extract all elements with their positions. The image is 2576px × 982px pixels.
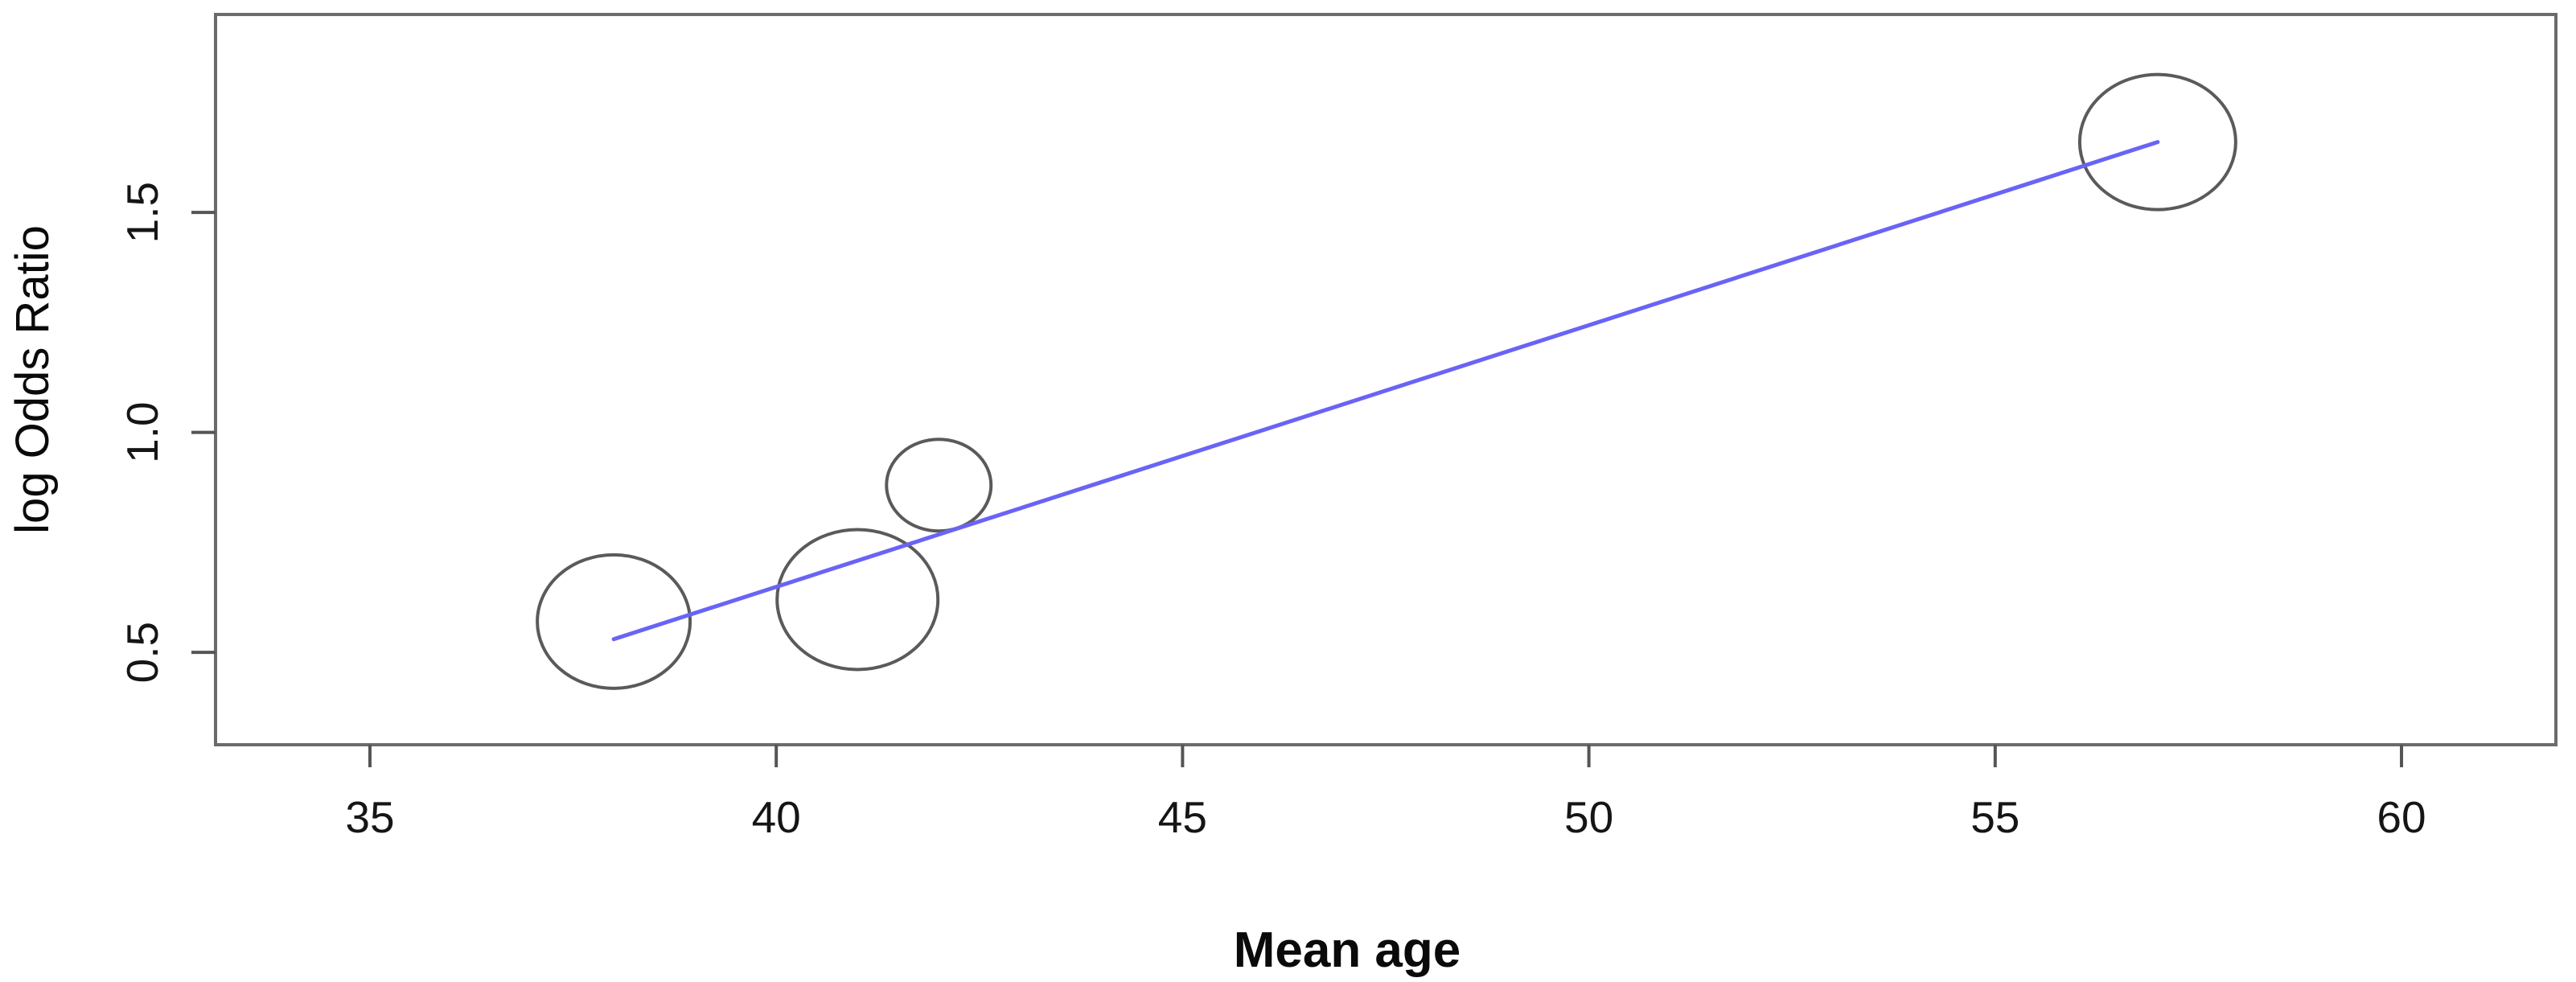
x-tick-label: 40 xyxy=(752,792,801,842)
y-axis-ticks: 0.5 1.0 1.5 xyxy=(117,182,216,683)
plot-area-border xyxy=(214,13,2558,746)
x-tick-label: 50 xyxy=(1564,792,1613,842)
x-tick-label: 60 xyxy=(2377,792,2426,842)
y-axis-title: log Odds Ratio xyxy=(6,225,59,534)
x-axis-ticks: 35 40 45 50 55 60 xyxy=(345,745,2426,842)
y-tick-label: 1.0 xyxy=(117,401,167,462)
bubble-point xyxy=(885,438,993,533)
regression-line xyxy=(611,140,2160,642)
bubble-point xyxy=(775,528,940,672)
bubble-point xyxy=(2077,72,2237,212)
y-tick-label: 0.5 xyxy=(117,622,167,683)
bubble-point xyxy=(536,553,692,690)
y-tick-label: 1.5 xyxy=(117,182,167,243)
x-tick-label: 35 xyxy=(345,792,394,842)
x-axis-title: Mean age xyxy=(1234,922,1461,978)
x-tick-label: 45 xyxy=(1158,792,1207,842)
bubble-points-group xyxy=(536,72,2237,690)
x-tick-label: 55 xyxy=(1970,792,2019,842)
